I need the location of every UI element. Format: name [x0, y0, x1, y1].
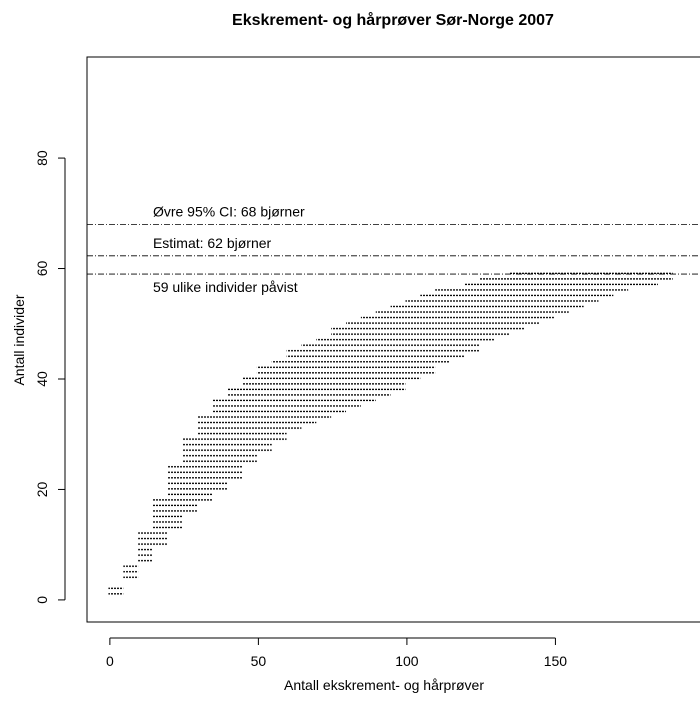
range-column	[657, 271, 673, 283]
range-column	[420, 293, 436, 376]
range-column	[123, 564, 139, 581]
y-tick-label: 20	[34, 481, 50, 497]
range-column	[390, 304, 406, 393]
range-column	[212, 398, 228, 492]
range-column	[583, 271, 599, 305]
plot-box	[86, 56, 700, 623]
x-tick-label: 150	[544, 653, 568, 669]
range-column	[539, 271, 554, 321]
range-column	[242, 376, 257, 465]
range-column	[286, 348, 302, 432]
range-column	[449, 288, 465, 360]
range-column	[613, 271, 629, 294]
range-column	[509, 271, 525, 332]
range-column	[271, 359, 287, 443]
chart-title: Ekskrement- og hårprøver Sør-Norge 2007	[232, 11, 554, 29]
range-column	[524, 271, 540, 327]
x-tick-label: 100	[395, 653, 419, 669]
range-column	[331, 326, 347, 415]
range-column	[643, 271, 658, 288]
range-column	[464, 282, 480, 354]
annotation: Estimat: 62 bjørner	[153, 235, 272, 251]
range-column	[598, 271, 614, 299]
y-tick-label: 80	[34, 150, 50, 166]
range-column	[494, 277, 510, 338]
x-tick-label: 50	[251, 653, 267, 669]
annotation: Øvre 95% CI: 68 bjørner	[153, 203, 305, 219]
range-column	[167, 464, 183, 531]
range-column	[346, 321, 361, 410]
range-column	[182, 437, 198, 515]
range-column	[553, 271, 569, 316]
y-axis-label: Antall individer	[11, 294, 27, 385]
range-column	[256, 365, 272, 454]
range-column	[360, 315, 376, 404]
annotation: 59 ulike individer påvist	[153, 279, 298, 295]
y-tick-label: 40	[34, 371, 50, 387]
range-column	[301, 343, 317, 426]
range-column	[227, 387, 243, 481]
range-column	[435, 288, 450, 365]
y-tick-label: 60	[34, 261, 50, 277]
range-column	[197, 415, 213, 503]
range-column	[375, 310, 391, 399]
range-column	[138, 531, 153, 564]
range-column	[316, 337, 332, 421]
range-column	[108, 586, 124, 597]
y-tick-label: 0	[34, 596, 50, 604]
range-column	[152, 497, 168, 548]
range-column	[405, 299, 421, 382]
range-column	[568, 271, 584, 310]
x-axis-label: Antall ekskrement- og hårprøver	[284, 677, 484, 693]
range-column	[628, 271, 644, 288]
range-column	[479, 277, 495, 343]
x-tick-label: 0	[106, 653, 114, 669]
